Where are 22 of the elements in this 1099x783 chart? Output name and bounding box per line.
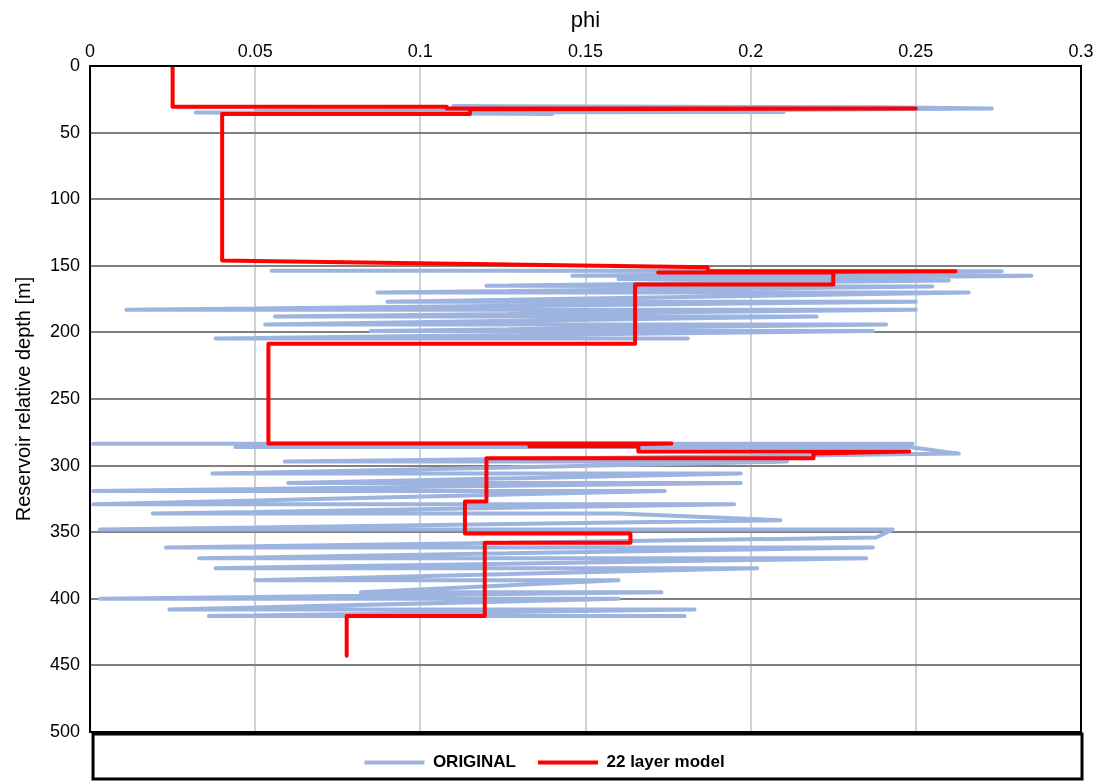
y-tick-label: 150 (49, 254, 81, 275)
legend-label: 22 layer model (606, 752, 725, 772)
x-tick-label: 0 (85, 41, 96, 62)
x-axis-title: phi (570, 7, 601, 33)
y-tick-label: 350 (49, 521, 81, 542)
x-tick-label: 0.15 (567, 41, 604, 62)
y-tick-label: 100 (49, 188, 81, 209)
y-tick-label: 400 (49, 587, 81, 608)
x-tick-label: 0.3 (1068, 41, 1094, 62)
y-tick-label: 50 (60, 121, 81, 142)
y-tick-label: 450 (49, 654, 81, 675)
y-tick-label: 250 (49, 387, 81, 408)
y-tick-label: 0 (70, 54, 81, 75)
x-tick-label: 0.25 (898, 41, 934, 62)
x-tick-label: 0.2 (738, 41, 764, 62)
y-tick-label: 500 (49, 720, 81, 741)
y-axis-title: Reservoir relative depth [m] (11, 276, 34, 522)
y-tick-label: 200 (49, 321, 81, 342)
y-tick-label: 300 (49, 454, 81, 475)
x-tick-label: 0.05 (237, 41, 273, 62)
legend-label: ORIGINAL (432, 752, 516, 772)
x-tick-label: 0.1 (407, 41, 433, 62)
